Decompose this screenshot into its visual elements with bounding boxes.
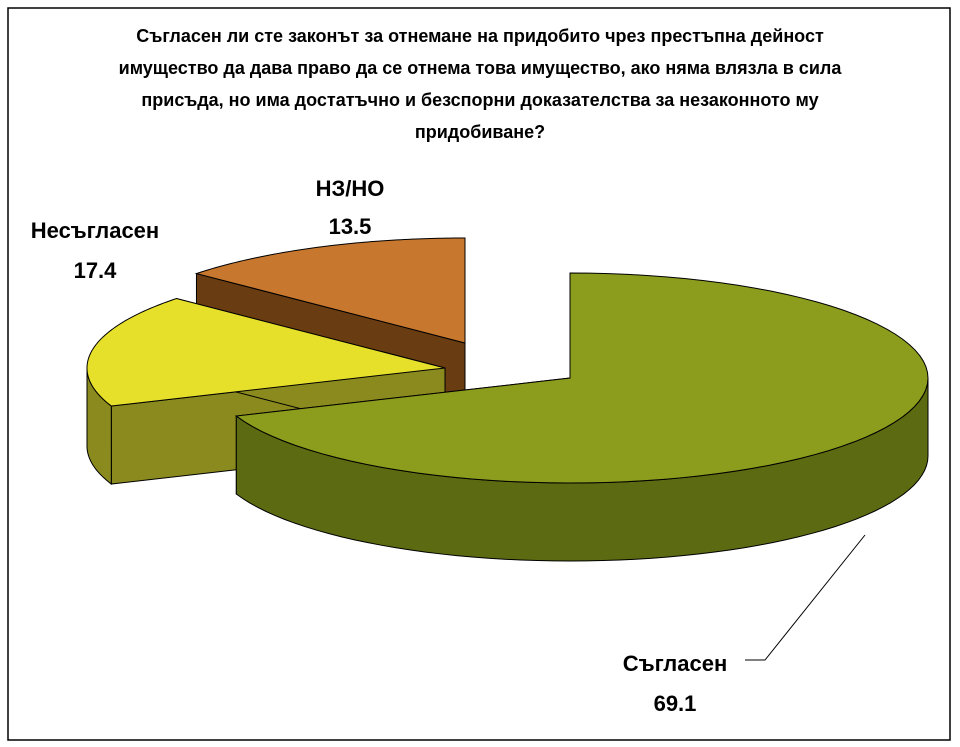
slice-value: 17.4 [74, 258, 118, 283]
slice-top [86, 298, 446, 407]
leader-line [745, 534, 866, 661]
slice-top [234, 272, 929, 484]
slice-label: НЗ/НО [316, 176, 385, 201]
slice-label: Съгласен [623, 651, 728, 676]
slice-value: 69.1 [654, 691, 697, 716]
slice-top [194, 237, 466, 344]
chart-title: Съгласен ли сте законът за отнемане на п… [118, 26, 842, 142]
slice [234, 272, 929, 562]
slice-value: 13.5 [329, 214, 372, 239]
pie [86, 237, 929, 562]
slice-label: Несъгласен [31, 218, 159, 243]
